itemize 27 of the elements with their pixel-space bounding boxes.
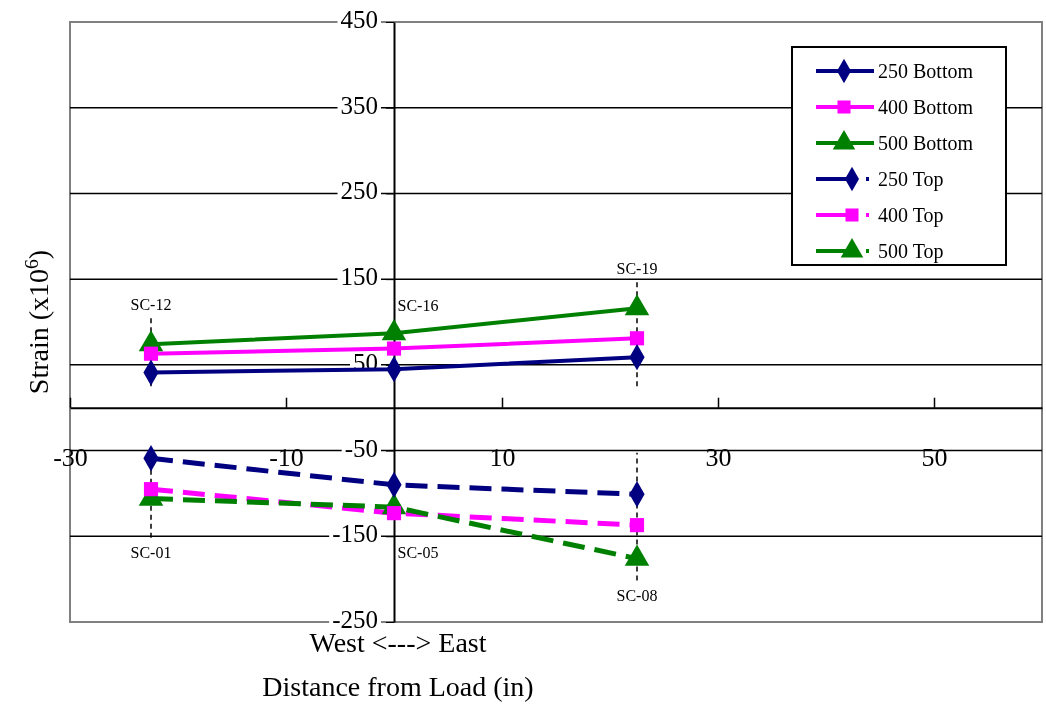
point xyxy=(143,482,159,497)
x-tick-label: -30 xyxy=(53,442,88,472)
annotation: SC-05 xyxy=(397,543,439,561)
annotation: SC-01 xyxy=(130,543,172,561)
y-tick-label: 250 xyxy=(340,177,378,205)
point xyxy=(386,341,402,356)
y-tick-label: 150 xyxy=(340,263,378,291)
legend-label: 250 Bottom xyxy=(878,60,974,82)
point xyxy=(629,518,645,533)
point xyxy=(143,346,159,361)
y-tick-label: -150 xyxy=(332,520,378,548)
legend-label: 500 Bottom xyxy=(878,132,974,154)
annotation: SC-12 xyxy=(130,296,172,314)
point xyxy=(386,506,402,521)
annotation: SC-16 xyxy=(397,297,439,315)
legend-label: 400 Top xyxy=(878,204,944,227)
point xyxy=(629,331,645,346)
annotation: SC-19 xyxy=(616,260,658,278)
legend-label: 400 Bottom xyxy=(878,96,974,118)
annotation: SC-08 xyxy=(616,586,658,604)
y-tick-label: 450 xyxy=(340,6,378,33)
legend-label: 250 Top xyxy=(878,168,944,191)
y-tick-label: -250 xyxy=(332,606,378,633)
legend-label: 500 Top xyxy=(878,240,944,263)
y-tick-label: -50 xyxy=(344,434,378,462)
x-axis-title: Distance from Load (in) xyxy=(262,671,534,702)
y-tick-label: 350 xyxy=(340,91,378,119)
